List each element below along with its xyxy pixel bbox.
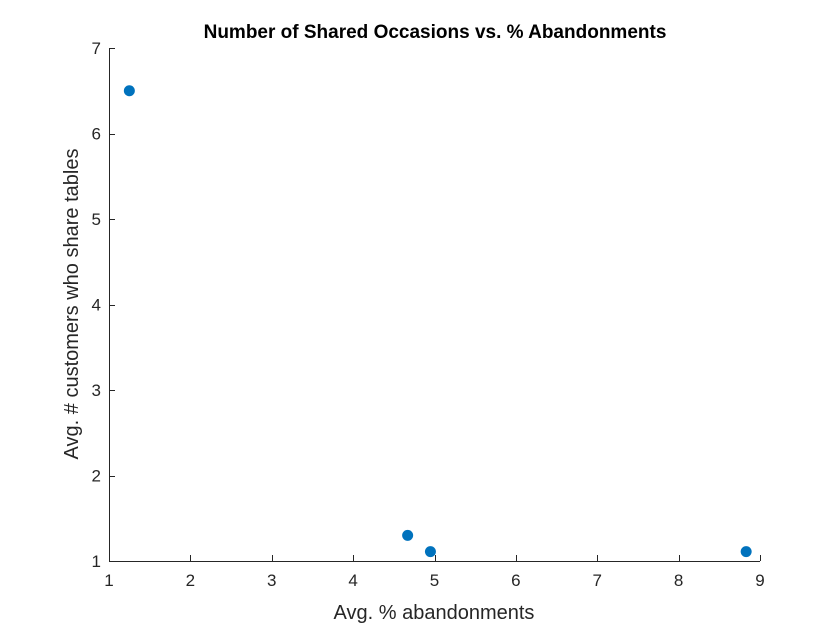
x-tick-label: 6 xyxy=(511,571,520,590)
chart-title: Number of Shared Occasions vs. % Abandon… xyxy=(204,22,667,43)
y-axis-label: Avg. # customers who share tables xyxy=(61,149,83,460)
x-tick-label: 9 xyxy=(755,571,764,590)
x-tick-label: 3 xyxy=(267,571,276,590)
x-tick-label: 2 xyxy=(186,571,195,590)
x-tick-label: 4 xyxy=(348,571,357,590)
y-tick-label: 7 xyxy=(92,39,101,58)
data-point xyxy=(123,85,135,97)
x-tick-label: 7 xyxy=(593,571,602,590)
x-axis-ticks: 1 2 3 4 5 6 7 8 9 xyxy=(104,555,765,590)
y-tick-label: 2 xyxy=(92,467,101,486)
y-tick-label: 6 xyxy=(92,125,101,144)
x-tick-label: 1 xyxy=(104,571,113,590)
y-axis-ticks: 1 2 3 4 5 6 7 xyxy=(92,39,115,571)
y-tick-label: 1 xyxy=(92,552,101,571)
data-points xyxy=(123,85,752,558)
x-tick-label: 8 xyxy=(674,571,683,590)
x-axis-label: Avg. % abandonments xyxy=(334,602,535,624)
axes xyxy=(109,48,760,562)
y-tick-label: 3 xyxy=(92,381,101,400)
x-tick-label: 5 xyxy=(430,571,439,590)
data-point xyxy=(740,546,752,558)
data-point xyxy=(424,546,436,558)
data-point xyxy=(402,529,414,541)
y-tick-label: 4 xyxy=(92,296,101,315)
y-tick-label: 5 xyxy=(92,210,101,229)
